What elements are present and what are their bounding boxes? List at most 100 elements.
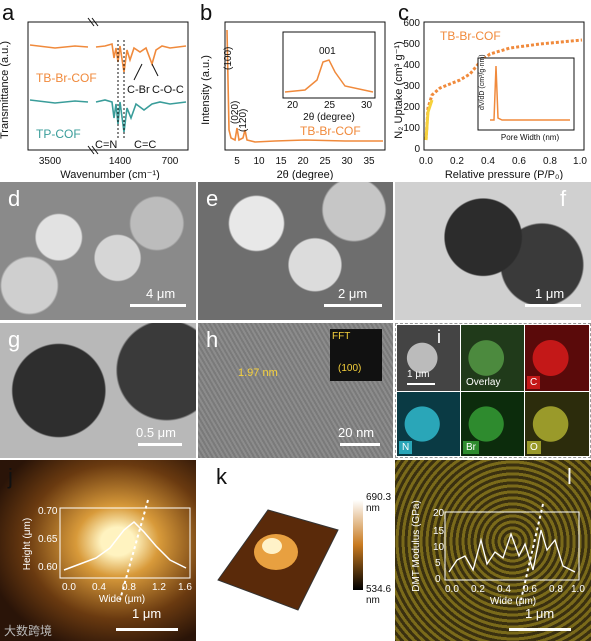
tick-15: 15 [275,156,287,167]
tick-35: 35 [363,156,375,167]
panel-b-ylabel: Intensity (a.u.) [200,55,212,125]
panel-e-label: e [206,186,219,211]
panel-d-scalebar [130,304,186,307]
panel-k-label: k [216,464,227,489]
tick-20: 20 [297,156,309,167]
panel-h-scalebar [340,443,380,446]
panel-b-xlabel: 2θ (degree) [277,169,334,180]
panel-j-scalebar [116,628,178,631]
eds-tile-c: C [525,325,589,391]
j-ylabel: Height (μm) [22,518,33,570]
k-colorbar-max: 690.3 nm [366,492,392,514]
watermark: 大数跨境 [4,624,53,638]
ytick-400: 400 [403,60,420,71]
eds-label-overlay: Overlay [466,377,501,388]
panel-i-scalebar [407,383,435,385]
series-tp-cof-line [29,99,187,133]
panel-f-scalebar [525,304,581,307]
legend-tp-cof: TP-COF [36,127,81,141]
panel-f-label: f [560,186,567,211]
panel-a-label: a [2,0,15,25]
panel-c-ylabel: N₂ Uptake (cm³ g⁻¹) [393,41,405,138]
k-colorbar [353,500,363,590]
panel-a-ftir-chart: Transmittance (a.u.) TB-Br-COF TP-COF C-… [0,17,189,180]
d-spacing-label: 1.97 nm [238,367,278,379]
panel-e-scalebar [324,304,382,307]
l-ytick-20: 20 [433,508,445,519]
panel-d-label: d [8,186,21,211]
panel-a-xlabel: Wavenumber (cm⁻¹) [60,169,160,180]
inset-tick-20: 20 [287,100,299,111]
ytick-0: 0 [414,144,420,155]
xtick-10: 1.0 [573,156,587,167]
j-ytick-065: 0.65 [38,534,58,545]
fft-inset: FFT (100) [330,329,382,381]
peak-120: (120) [238,109,249,132]
panel-l-afm-modulus-image: l 20 15 10 5 0 DMT Modulus (GPa) 0.0 0.2… [395,460,591,641]
l-xtick-06: 0.6 [523,584,537,595]
inset-pore-curve [490,65,570,121]
tick-1400: 1400 [109,156,132,167]
series-tb-br-cof-line [29,42,187,73]
xtick-08: 0.8 [543,156,557,167]
l-xtick-04: 0.4 [497,584,511,595]
panel-g-label: g [8,327,21,352]
panel-b-curve [226,29,383,143]
tick-30: 30 [341,156,353,167]
xtick-04: 0.4 [481,156,495,167]
l-xtick-10: 1.0 [571,584,585,595]
panel-d-sem-image: d 4 μm [0,182,196,320]
l-ytick-0: 0 [435,574,441,585]
j-xtick-12: 1.2 [152,582,166,593]
ytick-600: 600 [403,18,420,29]
panel-c-bet-chart: TB-Br-COF N₂ Uptake (cm³ g⁻¹) 0 100 200 … [393,18,587,180]
k-surface-top [262,538,282,554]
tick-3500: 3500 [39,156,62,167]
panel-j-profile-chart: 0.70 0.65 0.60 Height (μm) 0.0 0.4 0.8 1… [22,499,192,605]
l-ytick-5: 5 [435,558,441,569]
panel-c-inset [477,57,575,131]
peak-100: (100) [223,47,234,70]
l-ylabel: DMT Modulus (GPa) [411,500,422,592]
eds-tile-n: N [397,392,460,456]
panel-b-ticks: 5 10 15 20 25 30 35 [234,156,375,167]
ann-c-o-c: C-O-C [152,84,184,96]
panel-c-xlabel: Relative pressure (P/P₀) [445,169,563,180]
eds-label-n: N [399,441,413,454]
panel-d-scale-text: 4 μm [146,286,176,301]
panel-i-label: i [437,327,441,347]
tick-10: 10 [253,156,265,167]
tick-25: 25 [319,156,331,167]
eds-label-o: O [527,441,541,454]
eds-tile-br: Br [461,392,524,456]
panel-k-afm-3d: k 690.3 nm 534.6 nm [198,460,393,641]
inset-tick-30: 30 [361,100,373,111]
ytick-300: 300 [403,81,420,92]
panel-l-scale-text: 1 μm [525,606,555,621]
panel-g-tem-image: g 0.5 μm [0,323,196,458]
j-ytick-060: 0.60 [38,562,58,573]
inset-tick-25: 25 [324,100,336,111]
panel-e-sem-image: e 2 μm [198,182,393,320]
panel-h-hrtem-image: h FFT (100) 1.97 nm 20 nm [198,323,393,458]
ytick-500: 500 [403,39,420,50]
j-xtick-08: 0.8 [122,582,136,593]
panel-g-scale-text: 0.5 μm [136,425,177,440]
eds-tile-overlay: Overlay [461,325,524,391]
panel-h-label: h [206,327,219,352]
tick-700: 700 [162,156,179,167]
panel-e-scale-text: 2 μm [338,286,368,301]
j-xlabel: Wide (μm) [99,594,145,605]
eds-tile-sem: i 1 μm [397,325,460,391]
l-ytick-15: 15 [433,526,445,537]
fft-label: FFT [332,331,351,342]
inset-xlabel: Pore Width (nm) [501,133,560,142]
panel-l-scalebar [509,628,571,631]
panel-i-eds-maps: i 1 μm Overlay C N Br O [395,323,591,458]
inset-ylabel: dV/dD (cm³/g·nm) [479,54,486,110]
j-xtick-00: 0.0 [62,582,76,593]
k-colorbar-min: 534.6 nm [366,584,392,606]
ann-c-c: C=C [134,139,156,151]
panel-c-label: c [398,0,409,25]
panel-j-scale-text: 1 μm [132,606,162,621]
